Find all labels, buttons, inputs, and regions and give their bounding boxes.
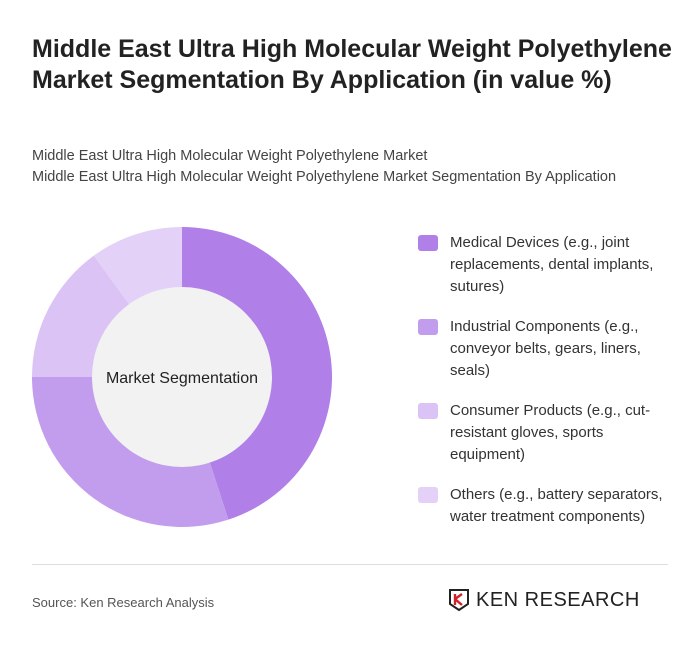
legend-label: Medical Devices (e.g., joint replacement…	[450, 234, 654, 295]
logo-icon	[449, 589, 469, 612]
subtitle-line: Middle East Ultra High Molecular Weight …	[32, 169, 617, 185]
ken-research-logo: KEN RESEARCH	[448, 588, 640, 612]
legend-item: Consumer Products (e.g., cut-resistant g…	[418, 400, 678, 466]
legend-swatch	[418, 319, 438, 335]
chart-subtitle: Middle East Ultra High Molecular Weight …	[32, 146, 616, 188]
legend-label: Industrial Components (e.g., conveyor be…	[450, 318, 641, 379]
legend-swatch	[418, 487, 438, 503]
chart-title: Middle East Ultra High Molecular Weight …	[32, 35, 672, 94]
subtitle-line: Middle East Ultra High Molecular Weight …	[32, 148, 428, 164]
legend-item: Medical Devices (e.g., joint replacement…	[418, 232, 678, 298]
center-label: Market Segmentation	[106, 370, 258, 387]
legend-swatch	[418, 403, 438, 419]
legend-label: Consumer Products (e.g., cut-resistant g…	[450, 402, 651, 463]
legend-item: Others (e.g., battery separators, water …	[418, 484, 678, 528]
source-note: Source: Ken Research Analysis	[32, 595, 215, 610]
logo-text: KEN RESEARCH	[476, 588, 640, 611]
legend-item: Industrial Components (e.g., conveyor be…	[418, 316, 678, 382]
divider	[32, 564, 668, 565]
donut-hole	[92, 287, 272, 467]
legend-swatch	[418, 235, 438, 251]
legend-label: Others (e.g., battery separators, water …	[450, 486, 663, 525]
legend: Medical Devices (e.g., joint replacement…	[418, 232, 678, 546]
donut-chart: Market Segmentation	[32, 227, 333, 527]
